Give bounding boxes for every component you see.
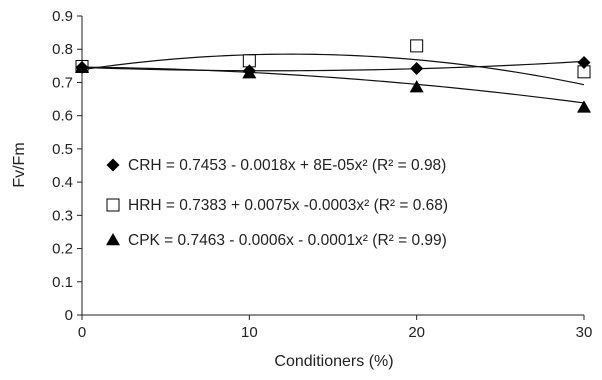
legend: CRH = 0.7453 - 0.0018x + 8E-05x² (R² = 0… (106, 157, 448, 249)
x-tick-label: 10 (241, 324, 258, 341)
y-tick-label: 0.6 (52, 108, 73, 125)
point-crh (410, 61, 424, 75)
y-tick-label: 0.2 (52, 241, 73, 258)
point-cpk (409, 80, 424, 93)
y-axis-title: Fv/Fm (11, 142, 28, 187)
x-tick-label: 30 (576, 324, 593, 341)
y-tick-label: 0.4 (52, 174, 73, 191)
data-points (75, 39, 591, 113)
point-cpk (577, 100, 591, 113)
legend-label-cpk: CPK = 0.7463 - 0.0006x - 0.0001x² (R² = … (128, 232, 447, 249)
x-tick-label: 0 (78, 324, 86, 341)
x-axis-title: Conditioners (%) (274, 353, 393, 370)
y-tick-label: 0.8 (52, 41, 73, 58)
point-cpk (75, 60, 89, 73)
y-tick-label: 0.7 (52, 74, 73, 91)
fit-curves (81, 53, 585, 104)
legend-label-hrh: HRH = 0.7383 + 0.0075x -0.0003x² (R² = 0… (128, 197, 448, 214)
y-tick-label: 0.1 (52, 274, 73, 291)
legend-label-crh: CRH = 0.7453 - 0.0018x + 8E-05x² (R² = 0… (128, 157, 446, 174)
legend-marker-hrh (106, 198, 120, 212)
y-tick-label: 0.5 (52, 141, 73, 158)
x-tick-label: 20 (408, 324, 425, 341)
point-crh (577, 56, 591, 70)
fit-curve-cpk (81, 66, 585, 104)
y-tick-label: 0 (65, 307, 73, 324)
y-tick-label: 0.9 (52, 8, 73, 25)
legend-marker-crh (106, 158, 120, 172)
point-cpk (242, 66, 257, 79)
fit-curve-crh (81, 60, 585, 72)
y-tick-label: 0.3 (52, 207, 73, 224)
fit-curve-hrh (81, 53, 585, 86)
point-hrh (410, 39, 424, 53)
tick-labels: 0 0.1 0.2 0.3 0.4 0.5 0.6 0.7 0.8 0.9 0 10 20 30 (52, 8, 592, 341)
legend-marker-cpk (106, 233, 120, 246)
